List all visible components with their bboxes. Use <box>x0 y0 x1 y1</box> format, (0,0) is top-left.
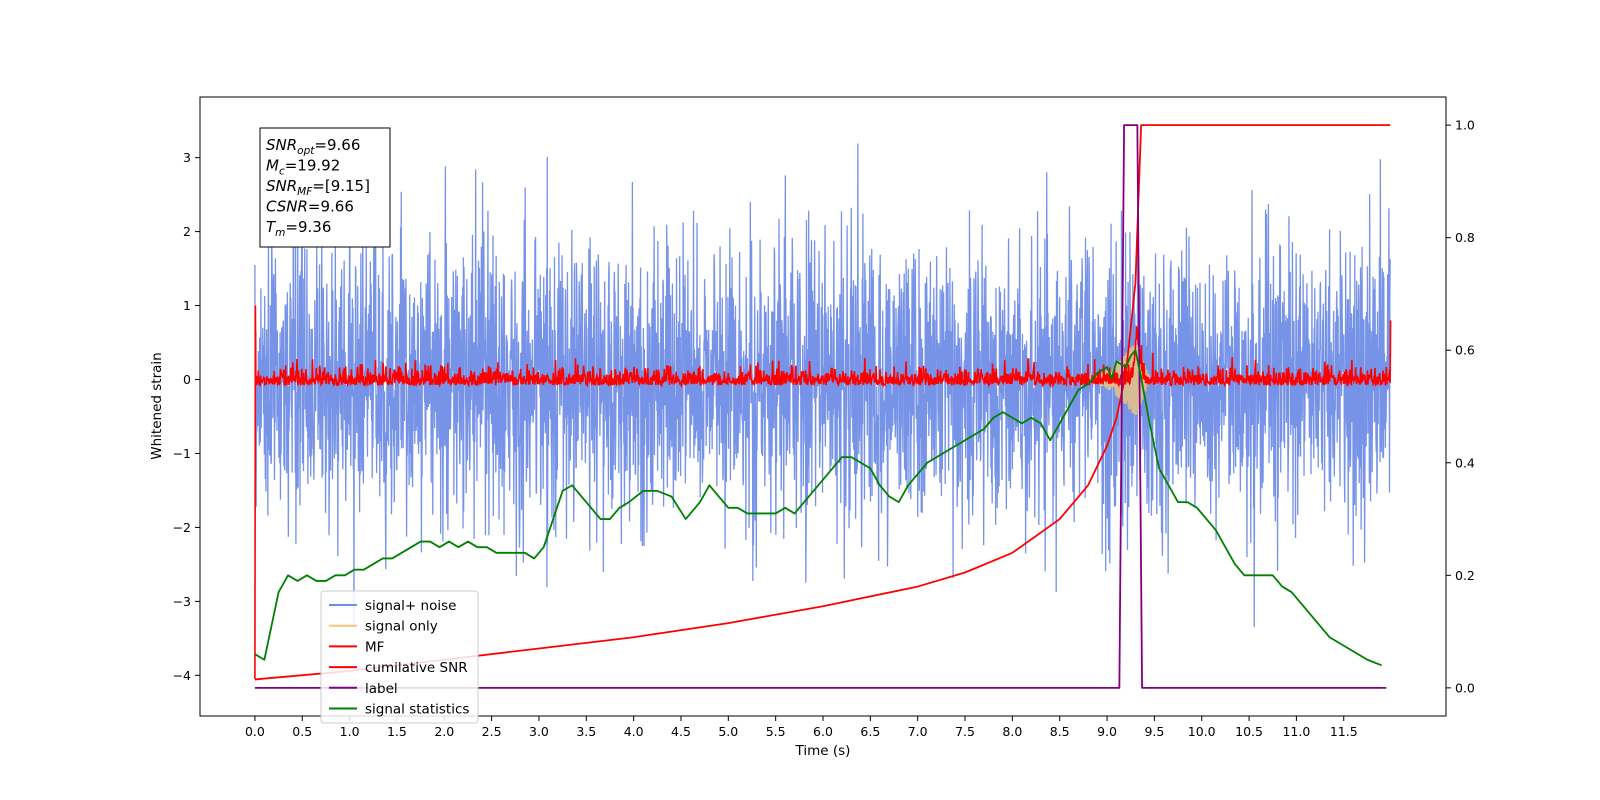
legend-label: signal+ noise <box>365 598 456 614</box>
x-tick-label: 1.0 <box>340 724 360 739</box>
x-axis: 0.0 0.5 1.0 1.5 2.0 2.5 3.0 3.5 4.0 4.5 5.0 5.5 6.0 6… <box>245 716 1358 739</box>
x-axis-label: Time (s) <box>795 743 851 759</box>
y-axis-label: Whitened strain <box>149 352 165 459</box>
x-tick-label: 9.5 <box>1144 724 1164 739</box>
x-tick-label: 3.5 <box>576 724 596 739</box>
x-tick-label: 6.5 <box>860 724 880 739</box>
x-tick-label: 11.5 <box>1330 724 1358 739</box>
legend: signal+ noise signal only MF cumilative SNR… <box>320 590 479 724</box>
x-tick-label: 4.0 <box>624 724 644 739</box>
series-signal-only <box>1078 344 1152 415</box>
annotation-line: SNRopt=9.66 <box>266 136 360 157</box>
y2-tick-label: 0.4 <box>1455 455 1475 470</box>
y2-tick-label: 0.8 <box>1455 230 1475 245</box>
x-tick-label: 6.0 <box>813 724 833 739</box>
x-tick-label: 9.0 <box>1097 724 1117 739</box>
x-tick-label: 2.0 <box>434 724 454 739</box>
series-signal-plus-noise <box>254 130 1391 628</box>
annotation-line: Tm=9.36 <box>266 218 331 239</box>
x-tick-label: 11.0 <box>1282 724 1310 739</box>
y-axis-right: 1.0 0.8 0.6 0.4 0.2 0.0 <box>1446 118 1475 695</box>
x-tick-label: 8.5 <box>1050 724 1070 739</box>
y2-tick-label: 1.0 <box>1455 118 1475 133</box>
x-tick-label: 5.0 <box>718 724 738 739</box>
x-tick-label: 4.5 <box>671 724 691 739</box>
series-label <box>254 124 1387 689</box>
y2-tick-label: 0.2 <box>1455 568 1475 583</box>
y-tick-label: −1 <box>173 446 191 461</box>
annotation-box: SNRopt=9.66Mc=19.92SNRMF=[9.15]CSNR=9.66… <box>259 127 391 248</box>
x-tick-label: 0.5 <box>292 724 312 739</box>
x-tick-label: 7.5 <box>955 724 975 739</box>
y-tick-label: 1 <box>183 298 191 313</box>
legend-frame <box>320 590 479 724</box>
legend-label: label <box>365 681 398 697</box>
series-cumulative-snr <box>254 124 1391 681</box>
x-tick-label: 5.5 <box>766 724 786 739</box>
series-signal-statistics <box>254 349 1382 667</box>
y2-tick-label: 0.0 <box>1455 680 1475 695</box>
y-tick-label: 2 <box>183 224 191 239</box>
y-tick-label: −2 <box>173 520 191 535</box>
y-tick-label: 0 <box>183 372 191 387</box>
x-tick-label: 8.0 <box>1002 724 1022 739</box>
x-tick-label: 3.0 <box>529 724 549 739</box>
y2-tick-label: 0.6 <box>1455 343 1475 358</box>
x-tick-label: 2.5 <box>482 724 502 739</box>
plot-area <box>254 124 1392 689</box>
series-mf <box>254 305 1392 680</box>
x-tick-label: 10.5 <box>1235 724 1263 739</box>
x-tick-label: 1.5 <box>387 724 407 739</box>
annotation-line: Mc=19.92 <box>266 157 340 178</box>
legend-label: signal statistics <box>365 702 469 718</box>
x-tick-label: 7.0 <box>908 724 928 739</box>
annotation-line: CSNR=9.66 <box>266 198 354 216</box>
y-axis-left: 3 2 1 0 −1 −2 −3 −4 <box>173 150 200 683</box>
y-tick-label: 3 <box>183 150 191 165</box>
legend-label: MF <box>365 639 384 655</box>
legend-label: signal only <box>365 619 438 635</box>
y-tick-label: −4 <box>173 668 191 683</box>
x-tick-label: 0.0 <box>245 724 265 739</box>
y-tick-label: −3 <box>173 594 191 609</box>
annotation-frame <box>259 127 391 248</box>
legend-label: cumilative SNR <box>365 660 468 676</box>
x-tick-label: 10.0 <box>1188 724 1216 739</box>
annotation-line: SNRMF=[9.15] <box>266 177 370 198</box>
